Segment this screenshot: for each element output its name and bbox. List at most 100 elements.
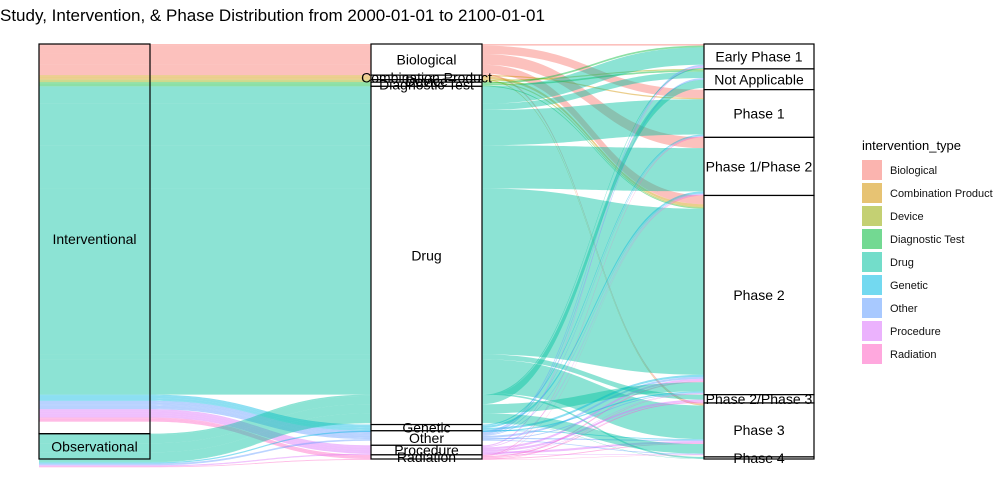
flow-44-seg-0	[150, 413, 371, 462]
flow-42-seg-1	[482, 79, 704, 405]
flow-35-seg-0	[150, 415, 371, 454]
chart-title: Study, Intervention, & Phase Distributio…	[0, 6, 545, 25]
stratum-1-0	[370, 43, 483, 76]
flow-51-seg-0	[150, 454, 371, 467]
flow-3-seg-0	[150, 64, 371, 74]
lode-27	[39, 404, 150, 406]
stratum-label-1-3: Diagnostic Test	[379, 76, 474, 92]
legend-swatch-8	[862, 344, 882, 364]
flow-layer	[39, 44, 704, 468]
lode-28	[39, 405, 150, 406]
flow-37-seg-1	[482, 195, 704, 457]
flow-2-seg-0	[150, 53, 371, 65]
legend-items: Biological Combination Product Device Diagn…	[862, 160, 993, 364]
legend-label-1: Combination Product	[890, 188, 993, 200]
flow-10-seg-1	[482, 45, 704, 84]
flow-30-seg-0	[150, 407, 371, 440]
stratum-label-2-2: Phase 1	[733, 106, 785, 122]
flow-8-seg-1	[482, 68, 704, 81]
flow-39-seg-0	[150, 419, 371, 459]
legend-title: intervention_type	[862, 138, 961, 153]
flow-1-seg-1	[482, 45, 704, 98]
flow-52-seg-0	[150, 459, 371, 467]
stratum-label-2-0: Early Phase 1	[715, 48, 802, 64]
flow-14-seg-0	[150, 103, 371, 110]
flow-32-seg-0	[150, 410, 371, 448]
lode-46	[39, 462, 150, 464]
lode-21	[39, 394, 150, 396]
flow-20-seg-1	[482, 393, 704, 459]
legend-swatch-1	[862, 183, 882, 203]
flow-32-seg-1	[482, 194, 704, 448]
lode-8	[39, 79, 150, 81]
lode-16	[39, 145, 150, 189]
flow-25-seg-0	[150, 400, 371, 433]
stratum-2-0	[703, 43, 815, 70]
flow-38-seg-0	[150, 418, 371, 458]
flow-43-seg-1	[482, 382, 704, 414]
flow-19-seg-0	[150, 359, 371, 394]
stratum-2-2	[703, 89, 815, 138]
flow-37-seg-0	[150, 418, 371, 457]
flow-33-seg-0	[150, 411, 371, 450]
flow-19-seg-1	[482, 359, 704, 440]
lode-11	[39, 83, 150, 86]
stratum-label-1-2: Device	[405, 73, 448, 89]
stratum-label-2-4: Phase 2	[733, 287, 785, 303]
flow-33-seg-1	[482, 378, 704, 450]
flow-3-seg-1	[482, 64, 704, 205]
stratum-label-2-3: Phase 1/Phase 2	[706, 158, 813, 174]
lode-4	[39, 73, 150, 76]
flow-50-seg-1	[482, 402, 704, 455]
flow-47-seg-0	[150, 439, 371, 465]
flow-30-seg-1	[482, 437, 704, 442]
flow-13-seg-1	[482, 47, 704, 104]
flow-5-seg-0	[150, 75, 371, 77]
legend-swatch-7	[862, 321, 882, 341]
stratum-label-2-1: Not Applicable	[714, 71, 804, 87]
stratum-1-8	[370, 454, 483, 460]
lode-14	[39, 103, 150, 110]
flow-40-seg-0	[150, 420, 371, 459]
flow-9-seg-0	[150, 80, 371, 83]
legend-swatch-2	[862, 206, 882, 226]
stratum-label-0-0: Interventional	[52, 231, 136, 247]
strata-layer: Interventional Observational BiologicalCom…	[38, 43, 815, 466]
stratum-2-3	[703, 136, 815, 197]
flow-12-seg-0	[150, 85, 371, 87]
flow-35-seg-1	[482, 441, 704, 454]
flow-1-seg-0	[150, 45, 371, 54]
legend-label-7: Procedure	[890, 326, 941, 338]
flow-46-seg-1	[482, 391, 704, 433]
flow-2-seg-1	[482, 53, 704, 149]
lode-38	[39, 418, 150, 420]
flow-20-seg-0	[150, 393, 371, 395]
lode-19	[39, 359, 150, 394]
flow-16-seg-1	[482, 145, 704, 192]
legend-label-0: Biological	[890, 165, 937, 177]
lode-44	[39, 452, 150, 462]
stratum-2-6	[703, 402, 815, 458]
flow-25-seg-1	[482, 64, 704, 433]
flow-12-seg-1	[482, 85, 704, 209]
flow-34-seg-0	[150, 413, 371, 452]
flow-18-seg-0	[150, 354, 371, 360]
flow-53-seg-1	[482, 454, 704, 460]
legend-swatch-0	[862, 160, 882, 180]
flow-31-seg-0	[150, 409, 371, 447]
flow-10-seg-0	[150, 82, 371, 84]
lode-39	[39, 419, 150, 421]
flow-50-seg-0	[150, 454, 371, 467]
lode-29	[39, 405, 150, 408]
stratum-label-2-6: Phase 3	[733, 422, 785, 438]
lode-23	[39, 397, 150, 401]
lode-30	[39, 407, 150, 410]
flow-23-seg-1	[482, 374, 704, 430]
flow-49-seg-0	[150, 453, 371, 466]
lode-10	[39, 82, 150, 84]
flow-39-seg-1	[482, 401, 704, 459]
flow-43-seg-0	[150, 404, 371, 453]
flow-13-seg-0	[150, 86, 371, 104]
flow-21-seg-0	[150, 394, 371, 426]
